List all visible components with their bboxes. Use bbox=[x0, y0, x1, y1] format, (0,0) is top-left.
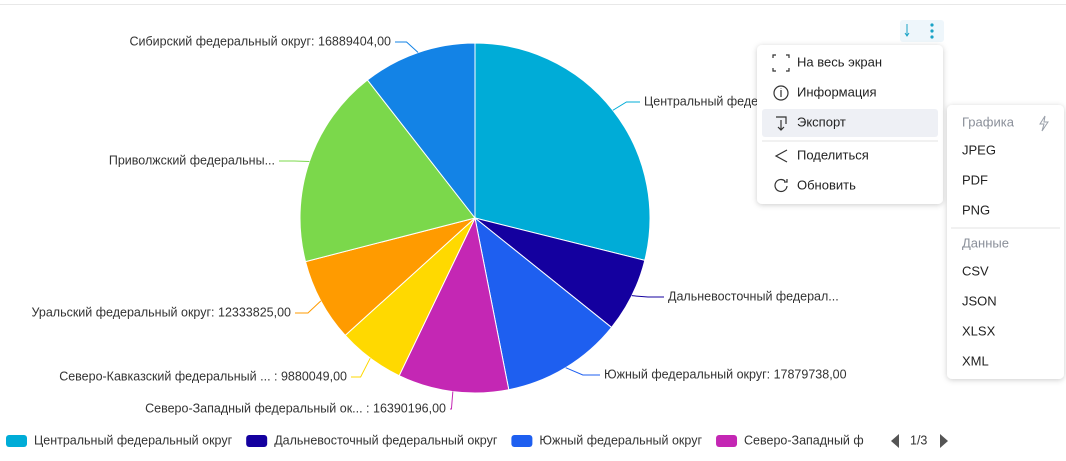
legend-swatch bbox=[511, 435, 533, 447]
legend-prev[interactable] bbox=[891, 434, 899, 448]
legend-label[interactable]: Центральный федеральный округ bbox=[34, 433, 233, 447]
submenu-item[interactable]: PDF bbox=[962, 172, 988, 187]
menu-item[interactable]: Информация bbox=[797, 84, 877, 99]
pie-slice bbox=[366, 42, 476, 220]
pie-slice bbox=[474, 216, 613, 391]
submenu-item[interactable]: CSV bbox=[962, 263, 989, 278]
slice-label: Уральский федеральный округ: 12333825,00 bbox=[32, 305, 292, 319]
fullscreen-icon bbox=[772, 54, 790, 72]
leader-line bbox=[295, 300, 322, 314]
menu-item[interactable]: Обновить bbox=[797, 177, 856, 192]
share-icon bbox=[774, 149, 788, 163]
menu-highlight bbox=[762, 109, 938, 137]
export-icon bbox=[776, 116, 787, 131]
legend-swatch bbox=[716, 435, 738, 447]
leader-line bbox=[565, 367, 600, 376]
legend: Центральный федеральный округ Дальневосто… bbox=[6, 433, 948, 448]
sort-icon[interactable] bbox=[904, 24, 910, 37]
refresh-icon bbox=[774, 178, 788, 193]
pie-slice bbox=[474, 42, 651, 261]
submenu-heading: Данные bbox=[962, 235, 1009, 250]
menu-item[interactable]: На весь экран bbox=[797, 54, 882, 69]
legend-label[interactable]: Северо-Западный ф bbox=[744, 433, 864, 447]
submenu-bg bbox=[947, 105, 1064, 379]
more-icon[interactable] bbox=[930, 23, 934, 27]
slice-label: Центральный феде bbox=[644, 94, 758, 108]
menu-item[interactable]: Экспорт bbox=[797, 114, 846, 129]
submenu-item[interactable]: JPEG bbox=[962, 142, 996, 157]
export-submenu: Графика JPEG PDF PNG Данные CSV JSON XLSX XML bbox=[947, 105, 1064, 379]
toolbar bbox=[900, 20, 944, 42]
slice-label: Приволжский федеральны... bbox=[109, 153, 275, 167]
legend-swatch bbox=[246, 435, 268, 447]
pie-slice bbox=[299, 79, 476, 263]
submenu-item[interactable]: PNG bbox=[962, 202, 990, 217]
legend-label[interactable]: Южный федеральный округ bbox=[539, 433, 702, 447]
slice-label: Северо-Кавказский федеральный ... : 9880… bbox=[59, 369, 347, 383]
legend-label[interactable]: Дальневосточный федеральный округ bbox=[274, 433, 498, 447]
slice-label: Северо-Западный федеральный ок... : 1639… bbox=[145, 401, 446, 415]
slice-label: Сибирский федеральный округ: 16889404,00 bbox=[130, 34, 392, 48]
leader-line bbox=[351, 357, 371, 378]
context-menu: На весь экран Информация Экспорт Поделиться… bbox=[757, 45, 943, 204]
legend-next[interactable] bbox=[940, 434, 948, 448]
menu-item[interactable]: Поделиться bbox=[797, 147, 869, 162]
submenu-item[interactable]: JSON bbox=[962, 293, 997, 308]
leader-line bbox=[279, 160, 310, 163]
legend-swatch bbox=[6, 435, 27, 447]
submenu-heading: Графика bbox=[962, 114, 1015, 129]
pie-chart: Центральный феде Дальневосточный федерал.… bbox=[32, 34, 847, 415]
bolt-icon bbox=[1039, 115, 1049, 132]
legend-page: 1/3 bbox=[910, 433, 927, 447]
slice-label: Южный федеральный округ: 17879738,00 bbox=[604, 367, 847, 381]
more-dot bbox=[930, 35, 934, 39]
leader-line bbox=[450, 391, 454, 410]
leader-line bbox=[612, 101, 640, 111]
pie-slice bbox=[398, 216, 510, 394]
submenu-item[interactable]: XML bbox=[962, 353, 989, 368]
more-dot bbox=[930, 29, 934, 33]
submenu-item[interactable]: XLSX bbox=[962, 323, 996, 338]
leader-line bbox=[631, 295, 664, 298]
leader-line bbox=[395, 41, 419, 53]
slice-label: Дальневосточный федерал... bbox=[668, 289, 839, 303]
info-icon bbox=[773, 85, 789, 101]
